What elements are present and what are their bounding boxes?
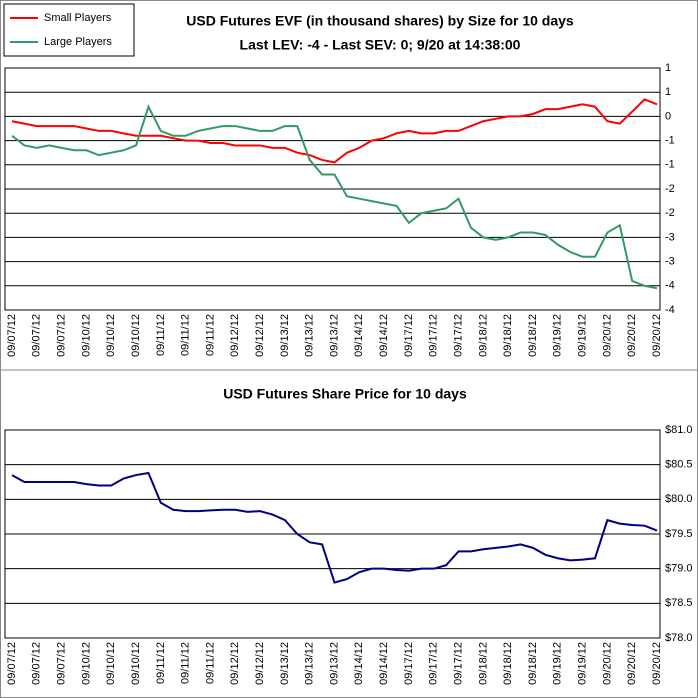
x-tick-label: 09/12/12 [254, 314, 266, 357]
x-tick-label: 09/20/12 [651, 314, 663, 357]
x-tick-label: 09/07/12 [56, 314, 68, 357]
x-tick-label: 09/17/12 [452, 642, 464, 685]
y-tick-label: -2 [665, 183, 675, 195]
x-tick-label: 09/18/12 [477, 314, 489, 357]
x-tick-label: 09/07/12 [31, 314, 43, 357]
x-tick-label: 09/14/12 [378, 642, 390, 685]
x-tick-label: 09/18/12 [527, 642, 539, 685]
x-tick-label: 09/17/12 [428, 642, 440, 685]
x-tick-label: 09/11/12 [155, 642, 167, 684]
line [11, 98, 658, 164]
x-tick-label: 09/11/12 [180, 314, 192, 356]
y-tick-label: -2 [665, 207, 675, 219]
y-tick-label: -4 [665, 304, 675, 316]
y-tick-label: $80.5 [665, 459, 693, 471]
x-tick-label: 09/10/12 [80, 314, 92, 357]
line [11, 104, 658, 290]
x-tick-label: 09/10/12 [130, 314, 142, 357]
x-tick-label: 09/13/12 [279, 314, 291, 357]
x-tick-label: 09/13/12 [304, 314, 316, 357]
x-tick-label: 09/18/12 [502, 314, 514, 357]
x-tick-label: 09/07/12 [56, 642, 68, 685]
x-tick-label: 09/11/12 [180, 642, 192, 684]
x-tick-label: 09/11/12 [155, 314, 167, 356]
x-tick-label: 09/13/12 [279, 642, 291, 685]
y-tick-label: -1 [665, 135, 675, 147]
x-tick-label: 09/20/12 [601, 314, 613, 357]
x-tick-label: 09/07/12 [31, 642, 43, 685]
x-tick-label: 09/12/12 [229, 642, 241, 685]
x-tick-label: 09/19/12 [552, 642, 564, 685]
x-tick-label: 09/20/12 [601, 642, 613, 685]
x-tick-label: 09/18/12 [527, 314, 539, 357]
x-tick-label: 09/10/12 [80, 642, 92, 685]
x-tick-label: 09/19/12 [576, 642, 588, 685]
x-tick-label: 09/14/12 [353, 314, 365, 357]
x-tick-label: 09/13/12 [304, 642, 316, 685]
x-tick-label: 09/10/12 [105, 642, 117, 685]
y-tick-label: $80.0 [665, 493, 693, 505]
chart-title: USD Futures EVF (in thousand shares) by … [186, 13, 574, 29]
y-tick-label: -3 [665, 256, 675, 268]
x-tick-label: 09/17/12 [428, 314, 440, 357]
y-tick-label: $79.0 [665, 563, 693, 575]
x-tick-label: 09/19/12 [576, 314, 588, 357]
x-tick-label: 09/20/12 [651, 642, 663, 685]
y-tick-label: $78.5 [665, 597, 693, 609]
chart-title: USD Futures Share Price for 10 days [223, 386, 467, 402]
x-tick-label: 09/10/12 [105, 314, 117, 357]
x-tick-label: 09/20/12 [626, 314, 638, 357]
x-tick-label: 09/17/12 [403, 642, 415, 685]
chart-subtitle: Last LEV: -4 - Last SEV: 0; 9/20 at 14:3… [240, 37, 521, 53]
x-tick-label: 09/19/12 [552, 314, 564, 357]
line [11, 471, 658, 584]
x-tick-label: 09/11/12 [204, 642, 216, 684]
x-tick-label: 09/12/12 [229, 314, 241, 357]
x-tick-label: 09/07/12 [6, 642, 18, 685]
x-tick-label: 09/20/12 [626, 642, 638, 685]
y-tick-label: -3 [665, 231, 675, 243]
x-tick-label: 09/12/12 [254, 642, 266, 685]
x-tick-label: 09/13/12 [328, 314, 340, 357]
x-tick-label: 09/18/12 [502, 642, 514, 685]
x-tick-label: 09/17/12 [403, 314, 415, 357]
y-tick-label: $79.5 [665, 528, 693, 540]
legend-box [3, 3, 135, 57]
y-tick-label: $81.0 [665, 424, 693, 436]
x-tick-label: 09/14/12 [378, 314, 390, 357]
x-tick-label: 09/07/12 [6, 314, 18, 357]
y-tick-label: -4 [665, 280, 675, 292]
legend-label: Large Players [44, 36, 112, 48]
x-tick-label: 09/11/12 [204, 314, 216, 356]
x-tick-label: 09/10/12 [130, 642, 142, 685]
y-tick-label: $78.0 [665, 632, 693, 644]
y-tick-label: 1 [665, 62, 671, 74]
legend-label: Small Players [44, 12, 112, 24]
x-tick-label: 09/17/12 [452, 314, 464, 357]
y-tick-label: -1 [665, 159, 675, 171]
y-tick-label: 1 [665, 86, 671, 98]
x-tick-label: 09/13/12 [328, 642, 340, 685]
x-tick-label: 09/14/12 [353, 642, 365, 685]
x-tick-label: 09/18/12 [477, 642, 489, 685]
y-tick-label: 0 [665, 110, 671, 122]
